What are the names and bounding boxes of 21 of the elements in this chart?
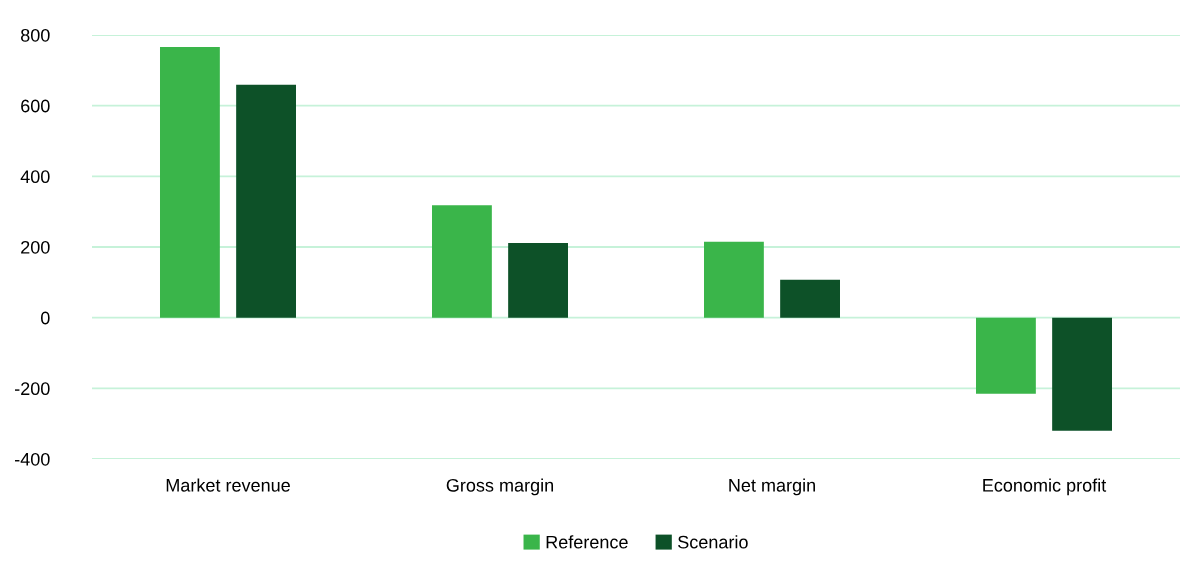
bar bbox=[432, 205, 492, 318]
y-tick-label: -200 bbox=[15, 382, 50, 396]
bar bbox=[976, 317, 1036, 394]
bar bbox=[780, 279, 840, 318]
x-tick-label: Net margin bbox=[729, 478, 815, 496]
bar bbox=[236, 84, 296, 318]
y-tick-label: 600 bbox=[21, 99, 50, 113]
x-tick-label: Market revenue bbox=[166, 478, 290, 492]
y-tick-label: -400 bbox=[15, 452, 50, 466]
bar bbox=[160, 47, 220, 318]
x-tick-label: Economic profit bbox=[983, 478, 1107, 496]
bar bbox=[704, 241, 764, 318]
bar bbox=[1052, 317, 1112, 431]
bar bbox=[508, 243, 568, 318]
legend-label: Scenario bbox=[678, 535, 748, 549]
x-tick-label: Gross margin bbox=[446, 478, 554, 496]
y-tick-label: 0 bbox=[41, 311, 50, 325]
legend-label: Reference bbox=[546, 535, 628, 549]
y-tick-label: 800 bbox=[21, 28, 50, 42]
y-tick-label: 200 bbox=[21, 240, 50, 254]
y-tick-label: 400 bbox=[20, 170, 50, 184]
